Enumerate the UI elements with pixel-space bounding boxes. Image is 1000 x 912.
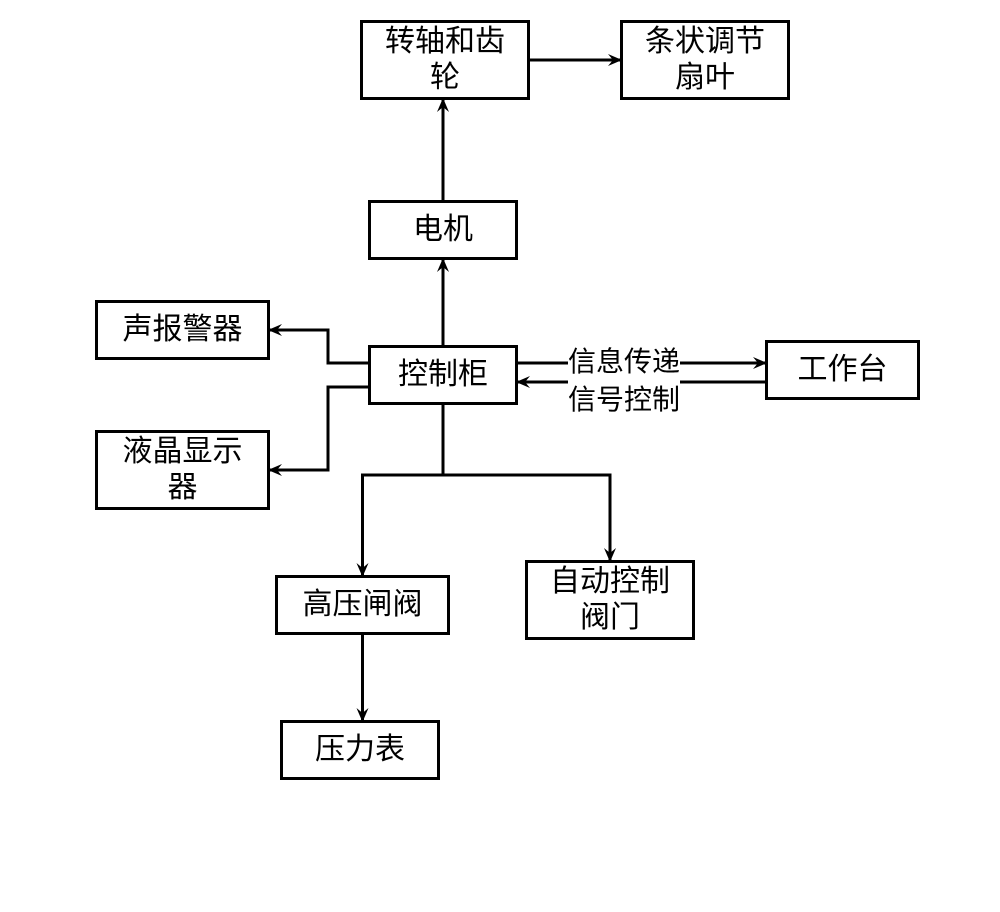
node-label: 液晶显示器: [123, 434, 243, 506]
node-auto_valve: 自动控制阀门: [525, 560, 695, 640]
edge-label-info_transfer: 信息传递: [568, 340, 680, 380]
node-label: 条状调节扇叶: [645, 24, 765, 96]
node-workstation: 工作台: [765, 340, 920, 400]
node-label: 自动控制阀门: [550, 564, 670, 636]
node-hp_valve: 高压闸阀: [275, 575, 450, 635]
node-label: 转轴和齿轮: [385, 24, 505, 96]
node-label: 高压闸阀: [303, 587, 423, 623]
node-label: 压力表: [315, 732, 405, 768]
node-motor: 电机: [368, 200, 518, 260]
node-gauge: 压力表: [280, 720, 440, 780]
node-control: 控制柜: [368, 345, 518, 405]
node-label: 电机: [413, 212, 473, 248]
node-label: 工作台: [798, 352, 888, 388]
node-shaft_gear: 转轴和齿轮: [360, 20, 530, 100]
edge-label-signal_ctrl: 信号控制: [568, 378, 680, 418]
node-label: 声报警器: [123, 312, 243, 348]
node-label: 控制柜: [398, 357, 488, 393]
node-strip_blade: 条状调节扇叶: [620, 20, 790, 100]
node-lcd: 液晶显示器: [95, 430, 270, 510]
node-alarm: 声报警器: [95, 300, 270, 360]
